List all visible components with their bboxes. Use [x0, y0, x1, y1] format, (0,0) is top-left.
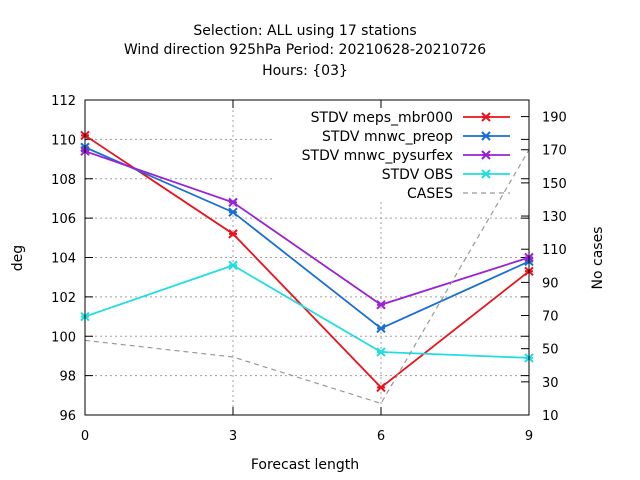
y2-axis-label: No cases — [590, 227, 606, 290]
y-tick-label: 112 — [51, 94, 76, 109]
series-point-0 — [377, 383, 385, 391]
y2-tick-label: 110 — [542, 243, 567, 258]
y2-tick-label: 130 — [542, 210, 567, 225]
y2-tick-label: 50 — [542, 343, 559, 358]
y2-tick-label: 30 — [542, 376, 559, 391]
x-axis-label: Forecast length — [251, 457, 359, 473]
y-tick-label: 104 — [51, 252, 76, 267]
legend: STDV meps_mbr000 STDV mnwc_preop STDV mnwc… — [302, 110, 510, 202]
series-line-2 — [85, 151, 529, 305]
legend-label-1: STDV mnwc_preop — [322, 129, 453, 145]
legend-label-3: STDV OBS — [382, 167, 453, 183]
series-point-3 — [229, 261, 237, 269]
legend-marker-3 — [482, 170, 490, 178]
y-tick-label: 106 — [51, 212, 76, 227]
chart-title-line-3: Hours: {03} — [262, 63, 348, 79]
series-line-0 — [85, 135, 529, 387]
chart-title-line-2: Wind direction 925hPa Period: 20210628-2… — [124, 42, 486, 58]
y-tick-label: 100 — [51, 330, 76, 345]
series-line-4 — [85, 150, 529, 404]
axis-ticks: 96 98 100 102 104 106 108 110 112 0 3 6 9 10 30 50 70 90 1… — [51, 94, 567, 444]
legend-marker-1 — [482, 132, 490, 140]
y-tick-label: 96 — [59, 409, 76, 424]
y2-tick-label: 190 — [542, 111, 567, 126]
series-point-3 — [377, 348, 385, 356]
legend-label-0: STDV meps_mbr000 — [311, 110, 453, 126]
y2-tick-label: 90 — [542, 276, 559, 291]
y-axis-label: deg — [10, 245, 26, 271]
y2-tick-label: 150 — [542, 177, 567, 192]
y2-tick-label: 70 — [542, 310, 559, 325]
x-tick-label: 9 — [525, 429, 533, 444]
legend-marker-2 — [482, 151, 490, 159]
series-layer — [81, 131, 533, 403]
legend-label-4: CASES — [407, 186, 453, 202]
y-tick-label: 98 — [59, 370, 76, 385]
legend-marker-0 — [482, 113, 490, 121]
series-point-1 — [377, 324, 385, 332]
x-tick-label: 3 — [229, 429, 237, 444]
y2-tick-label: 10 — [542, 409, 559, 424]
legend-label-2: STDV mnwc_pysurfex — [302, 148, 453, 164]
y2-tick-label: 170 — [542, 144, 567, 159]
y-tick-label: 110 — [51, 133, 76, 148]
chart-title-line-1: Selection: ALL using 17 stations — [193, 23, 416, 39]
y-tick-label: 108 — [51, 173, 76, 188]
x-tick-label: 0 — [81, 429, 89, 444]
y-tick-label: 102 — [51, 291, 76, 306]
x-tick-label: 6 — [377, 429, 385, 444]
